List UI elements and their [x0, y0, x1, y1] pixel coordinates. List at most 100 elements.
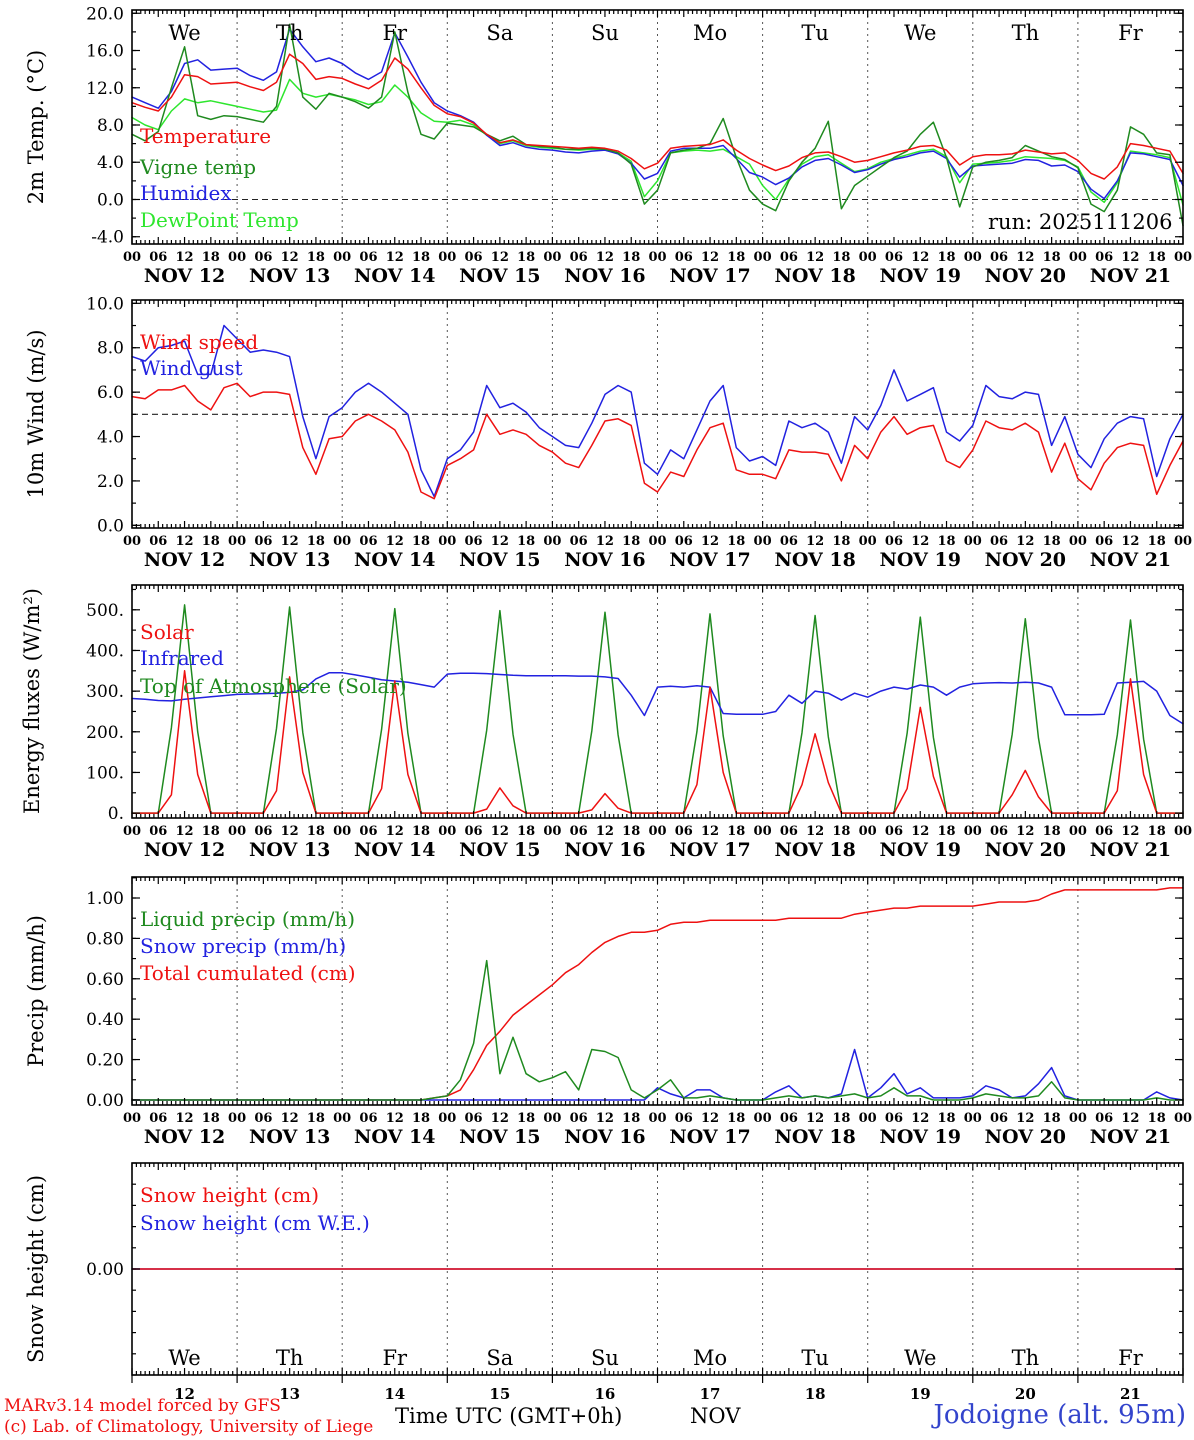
svg-text:06: 06: [780, 534, 798, 549]
svg-text:NOV 21: NOV 21: [1090, 839, 1171, 861]
svg-text:-4.0: -4.0: [91, 228, 124, 248]
svg-text:18: 18: [202, 1111, 220, 1126]
svg-text:2.0: 2.0: [97, 472, 124, 492]
svg-text:18: 18: [412, 824, 430, 839]
svg-text:NOV 14: NOV 14: [354, 265, 435, 287]
svg-text:00: 00: [123, 1111, 141, 1126]
svg-text:12: 12: [596, 1111, 614, 1126]
svg-text:18: 18: [832, 824, 850, 839]
series-temperature: [131, 53, 1184, 180]
svg-text:06: 06: [465, 1111, 483, 1126]
svg-text:12: 12: [281, 250, 299, 265]
panel2-ylabel: 10m Wind (m/s): [24, 329, 48, 499]
svg-text:00: 00: [648, 824, 666, 839]
svg-text:12: 12: [911, 1111, 929, 1126]
svg-text:06: 06: [990, 250, 1008, 265]
svg-text:06: 06: [149, 250, 167, 265]
svg-text:06: 06: [465, 250, 483, 265]
svg-text:18: 18: [622, 250, 640, 265]
svg-text:18: 18: [1148, 824, 1166, 839]
svg-text:18: 18: [727, 534, 745, 549]
svg-text:12: 12: [176, 534, 194, 549]
panel-5: 0.00 We Th Fr Sa Su Mo Tu We Th Fr 12 13 14 15 16 17 18 19…: [86, 1162, 1184, 1403]
svg-text:NOV 12: NOV 12: [144, 549, 225, 571]
svg-text:06: 06: [570, 250, 588, 265]
svg-text:18: 18: [622, 824, 640, 839]
svg-text:19: 19: [910, 1385, 931, 1403]
svg-text:18: 18: [805, 1385, 826, 1403]
svg-text:NOV 15: NOV 15: [459, 839, 540, 861]
svg-text:NOV 19: NOV 19: [880, 839, 961, 861]
svg-text:12: 12: [1121, 1111, 1139, 1126]
svg-text:NOV 16: NOV 16: [564, 265, 645, 287]
svg-text:100.: 100.: [86, 763, 124, 783]
svg-text:12: 12: [596, 250, 614, 265]
svg-text:8.0: 8.0: [97, 116, 124, 136]
svg-text:00: 00: [123, 824, 141, 839]
run-label: run: 2025111206: [988, 210, 1173, 234]
svg-text:00: 00: [333, 534, 351, 549]
svg-text:16: 16: [595, 1385, 616, 1403]
svg-text:06: 06: [359, 824, 377, 839]
svg-text:06: 06: [254, 534, 272, 549]
svg-text:06: 06: [675, 250, 693, 265]
svg-text:00: 00: [964, 534, 982, 549]
svg-text:18: 18: [1043, 1111, 1061, 1126]
svg-text:18: 18: [307, 534, 325, 549]
svg-text:NOV 18: NOV 18: [774, 265, 855, 287]
svg-text:Th: Th: [276, 21, 304, 45]
svg-text:Sa: Sa: [486, 1346, 513, 1370]
svg-text:00: 00: [228, 824, 246, 839]
svg-text:00: 00: [754, 534, 772, 549]
svg-text:18: 18: [1148, 534, 1166, 549]
panel4-ylabel: Precip (mm/h): [24, 914, 48, 1068]
svg-text:06: 06: [780, 250, 798, 265]
svg-text:NOV 21: NOV 21: [1090, 1126, 1171, 1148]
svg-text:0.60: 0.60: [86, 970, 124, 990]
legend-wind-gust: Wind gust: [140, 356, 243, 380]
panel1-ylabel: 2m Temp. (°C): [24, 49, 48, 205]
svg-text:We: We: [904, 21, 936, 45]
panel-1: 20.0 16.0 12.0 8.0 4.0 0.0 -4.0 We Th Fr Sa Su Mo Tu W…: [86, 4, 1192, 287]
svg-text:NOV 21: NOV 21: [1090, 549, 1171, 571]
svg-text:18: 18: [727, 1111, 745, 1126]
svg-text:Tu: Tu: [801, 1346, 829, 1370]
svg-text:NOV 18: NOV 18: [774, 839, 855, 861]
svg-text:06: 06: [570, 1111, 588, 1126]
legend-vigne-temp: Vigne temp: [140, 155, 257, 179]
svg-text:06: 06: [465, 534, 483, 549]
svg-text:18: 18: [1043, 250, 1061, 265]
svg-text:Th: Th: [276, 1346, 304, 1370]
svg-text:NOV 19: NOV 19: [880, 549, 961, 571]
svg-text:18: 18: [412, 534, 430, 549]
legend-snow-precip: Snow precip (mm/h): [140, 934, 347, 958]
svg-text:12: 12: [176, 250, 194, 265]
legend-solar: Solar: [140, 620, 194, 644]
svg-text:Fr: Fr: [1118, 21, 1144, 45]
svg-text:18: 18: [727, 824, 745, 839]
svg-text:00: 00: [754, 824, 772, 839]
svg-text:NOV 16: NOV 16: [564, 549, 645, 571]
svg-text:6.0: 6.0: [97, 383, 124, 403]
svg-text:Mo: Mo: [693, 1346, 727, 1370]
svg-text:18: 18: [937, 534, 955, 549]
svg-text:We: We: [168, 1346, 200, 1370]
svg-text:06: 06: [359, 1111, 377, 1126]
svg-text:NOV 17: NOV 17: [669, 1126, 750, 1148]
svg-text:00: 00: [964, 824, 982, 839]
svg-text:NOV 13: NOV 13: [249, 265, 330, 287]
svg-text:12: 12: [1016, 1111, 1034, 1126]
svg-text:12: 12: [281, 1111, 299, 1126]
svg-text:18: 18: [727, 250, 745, 265]
svg-text:06: 06: [149, 1111, 167, 1126]
svg-text:NOV 18: NOV 18: [774, 549, 855, 571]
svg-text:06: 06: [990, 1111, 1008, 1126]
svg-text:12: 12: [701, 824, 719, 839]
svg-text:NOV 15: NOV 15: [459, 549, 540, 571]
svg-text:18: 18: [517, 1111, 535, 1126]
svg-text:13: 13: [279, 1385, 300, 1403]
svg-text:06: 06: [359, 534, 377, 549]
svg-text:00: 00: [123, 250, 141, 265]
svg-text:00: 00: [228, 1111, 246, 1126]
